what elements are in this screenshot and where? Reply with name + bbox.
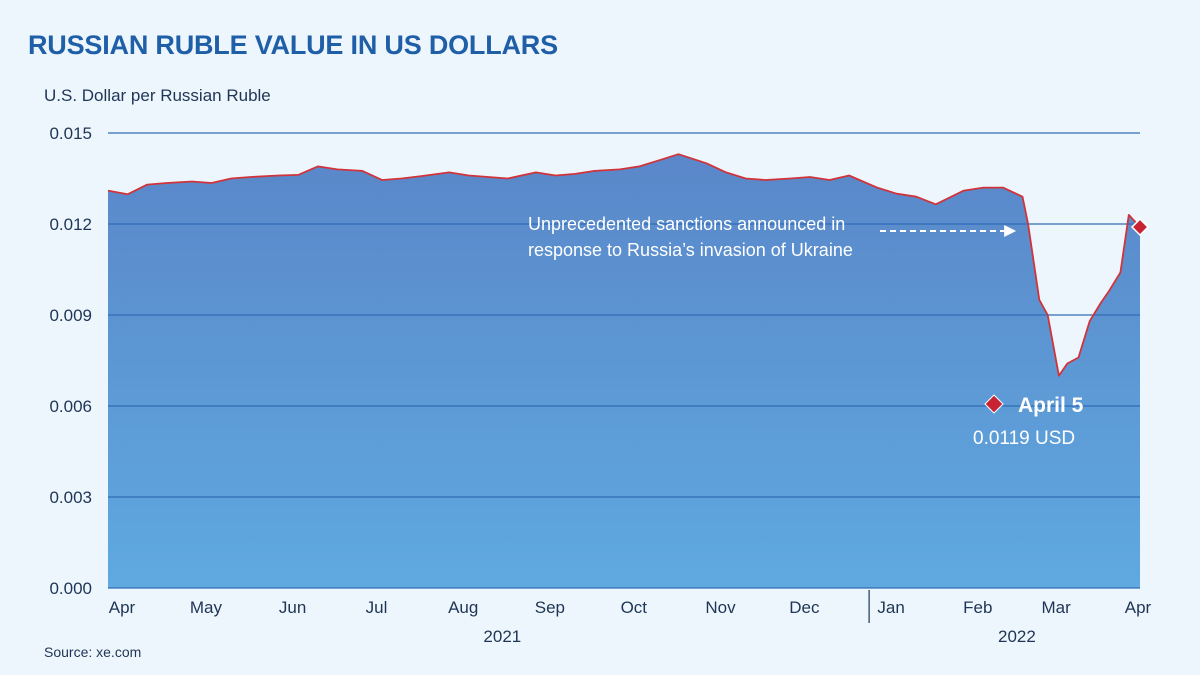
- x-tick-label: Jul: [366, 598, 388, 617]
- x-tick-label: Sep: [535, 598, 565, 617]
- x-tick-label: Jan: [877, 598, 904, 617]
- y-tick-label: 0.009: [49, 306, 92, 325]
- x-tick-label: May: [190, 598, 223, 617]
- chart-title: RUSSIAN RUBLE VALUE IN US DOLLARS: [28, 30, 558, 60]
- y-tick-label: 0.003: [49, 488, 92, 507]
- annotation-text: Unprecedented sanctions announced in: [528, 214, 845, 234]
- source-note: Source: xe.com: [44, 644, 142, 660]
- y-tick-label: 0.015: [49, 124, 92, 143]
- series-line: [107, 153, 1141, 377]
- x-tick-label: Aug: [448, 598, 478, 617]
- y-tick-label: 0.012: [49, 215, 92, 234]
- year-label: 2022: [998, 627, 1036, 646]
- x-tick-label: Mar: [1041, 598, 1071, 617]
- x-tick-label: Nov: [705, 598, 736, 617]
- annotation-text: response to Russia’s invasion of Ukraine: [528, 240, 853, 260]
- x-tick-label: Jun: [279, 598, 306, 617]
- x-tick-label: Feb: [963, 598, 992, 617]
- callout-value: 0.0119 USD: [973, 428, 1075, 449]
- x-tick-label: Dec: [789, 598, 820, 617]
- endpoint-marker: [1130, 217, 1150, 237]
- annotation-arrow-head: [1004, 225, 1017, 237]
- callout-diamond-icon: [984, 394, 1004, 414]
- y-tick-label: 0.000: [49, 579, 92, 598]
- callout-date: April 5: [1018, 394, 1084, 417]
- x-tick-label: Oct: [621, 598, 648, 617]
- x-tick-label: Apr: [109, 598, 136, 617]
- y-axis-label: U.S. Dollar per Russian Ruble: [44, 86, 271, 105]
- y-tick-label: 0.006: [49, 397, 92, 416]
- series-area: [108, 154, 1140, 588]
- year-label: 2021: [483, 627, 521, 646]
- x-tick-label: Apr: [1125, 598, 1152, 617]
